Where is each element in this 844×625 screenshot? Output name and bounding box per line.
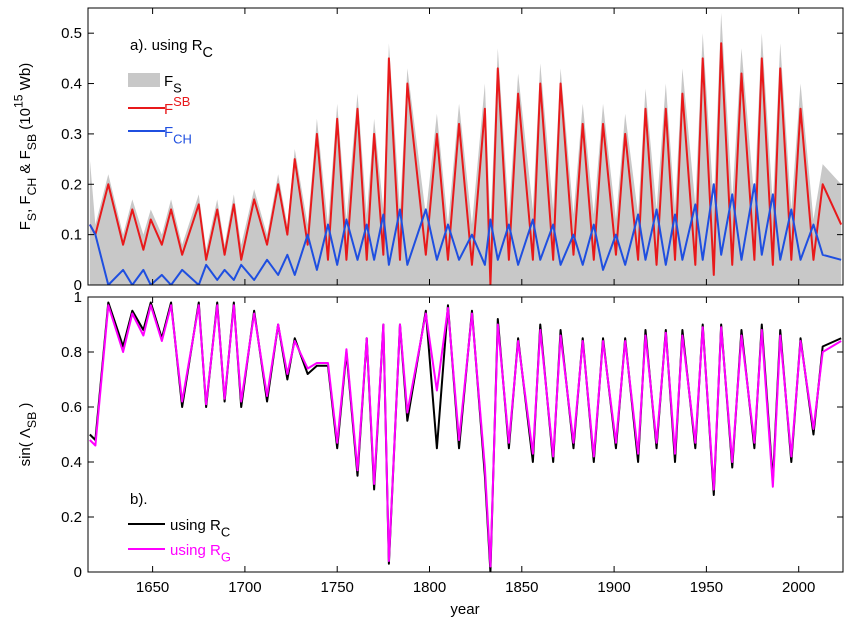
x-tick-label: 1700 bbox=[228, 579, 261, 596]
y-tick-label: 0.8 bbox=[61, 344, 82, 361]
annotation: b). bbox=[130, 491, 148, 508]
x-tick-label: 1750 bbox=[321, 579, 354, 596]
text-part: & F bbox=[17, 150, 34, 178]
x-tick-label: 1850 bbox=[505, 579, 538, 596]
legend-label: using RC bbox=[170, 517, 230, 539]
x-tick-label: 1800 bbox=[413, 579, 446, 596]
y-tick-label: 0 bbox=[74, 564, 82, 581]
x-tick-label: 1650 bbox=[136, 579, 169, 596]
text-part: a). using R bbox=[130, 37, 203, 54]
y-axis-label: FS, FCH & FSB (1015 Wb) bbox=[11, 63, 39, 231]
plot-frame bbox=[87, 7, 844, 286]
x-tick-label: 1900 bbox=[597, 579, 630, 596]
text-part: (10 bbox=[17, 108, 34, 134]
line bbox=[88, 183, 842, 285]
legend-label: FSB bbox=[164, 94, 190, 118]
text-part: F bbox=[164, 73, 173, 90]
text-part: C bbox=[221, 524, 230, 539]
legend-swatch bbox=[128, 73, 160, 87]
y-axis-label: sin( ΛSB ) bbox=[17, 403, 39, 467]
plot-frame bbox=[87, 296, 844, 573]
text-part: F bbox=[164, 101, 173, 118]
y-tick-label: 0.2 bbox=[61, 176, 82, 193]
x-tick-label: 2000 bbox=[782, 579, 815, 596]
text-part: S bbox=[25, 213, 39, 221]
y-tick-label: 0.2 bbox=[61, 509, 82, 526]
annotation: a). using RC bbox=[130, 37, 213, 61]
text-part: F bbox=[164, 124, 173, 141]
text-part: Wb) bbox=[17, 63, 34, 95]
panel-b: 0 0.2 0.4 0.6 0.8 1 1650 1700 1750 1800 1850 1900 19… bbox=[17, 8, 844, 618]
text-part: sin( Λ bbox=[17, 428, 34, 466]
text-part: using R bbox=[170, 542, 221, 559]
x-tick-label: 1950 bbox=[690, 579, 723, 596]
line bbox=[88, 42, 843, 285]
text-part: SB bbox=[173, 94, 190, 109]
legend-label: FCH bbox=[164, 124, 192, 146]
text-part: ) bbox=[17, 403, 34, 412]
text-part: S bbox=[173, 80, 182, 95]
text-part: SB bbox=[25, 134, 39, 150]
text-part: G bbox=[221, 549, 231, 564]
text-part: 15 bbox=[11, 94, 25, 108]
y-tick-label: 1 bbox=[74, 289, 82, 306]
text-part: SB bbox=[25, 412, 39, 428]
legend-label: FS bbox=[164, 73, 182, 95]
text-part: b). bbox=[130, 491, 148, 508]
y-tick-label: 0 bbox=[74, 277, 82, 294]
text-part: using R bbox=[170, 517, 221, 534]
plot-area bbox=[89, 301, 842, 572]
text-part: CH bbox=[173, 131, 192, 146]
plot-area bbox=[88, 13, 843, 285]
text-part: C bbox=[203, 45, 213, 61]
text-part: , F bbox=[17, 195, 34, 213]
line bbox=[89, 304, 842, 568]
y-tick-label: 0.1 bbox=[61, 227, 82, 244]
y-tick-label: 0.4 bbox=[61, 454, 82, 471]
y-tick-label: 0.4 bbox=[61, 76, 82, 93]
legend-label: using RG bbox=[170, 542, 231, 564]
y-tick-label: 0.6 bbox=[61, 399, 82, 416]
text-part: F bbox=[17, 221, 34, 230]
y-tick-label: 0.3 bbox=[61, 126, 82, 143]
text-part: CH bbox=[25, 178, 39, 196]
y-tick-label: 0.5 bbox=[61, 25, 82, 42]
x-axis-label: year bbox=[450, 601, 479, 618]
panel-a: 00.10.20.30.40.5FS, FCH & FSB (1015 Wb)a… bbox=[11, 7, 844, 294]
